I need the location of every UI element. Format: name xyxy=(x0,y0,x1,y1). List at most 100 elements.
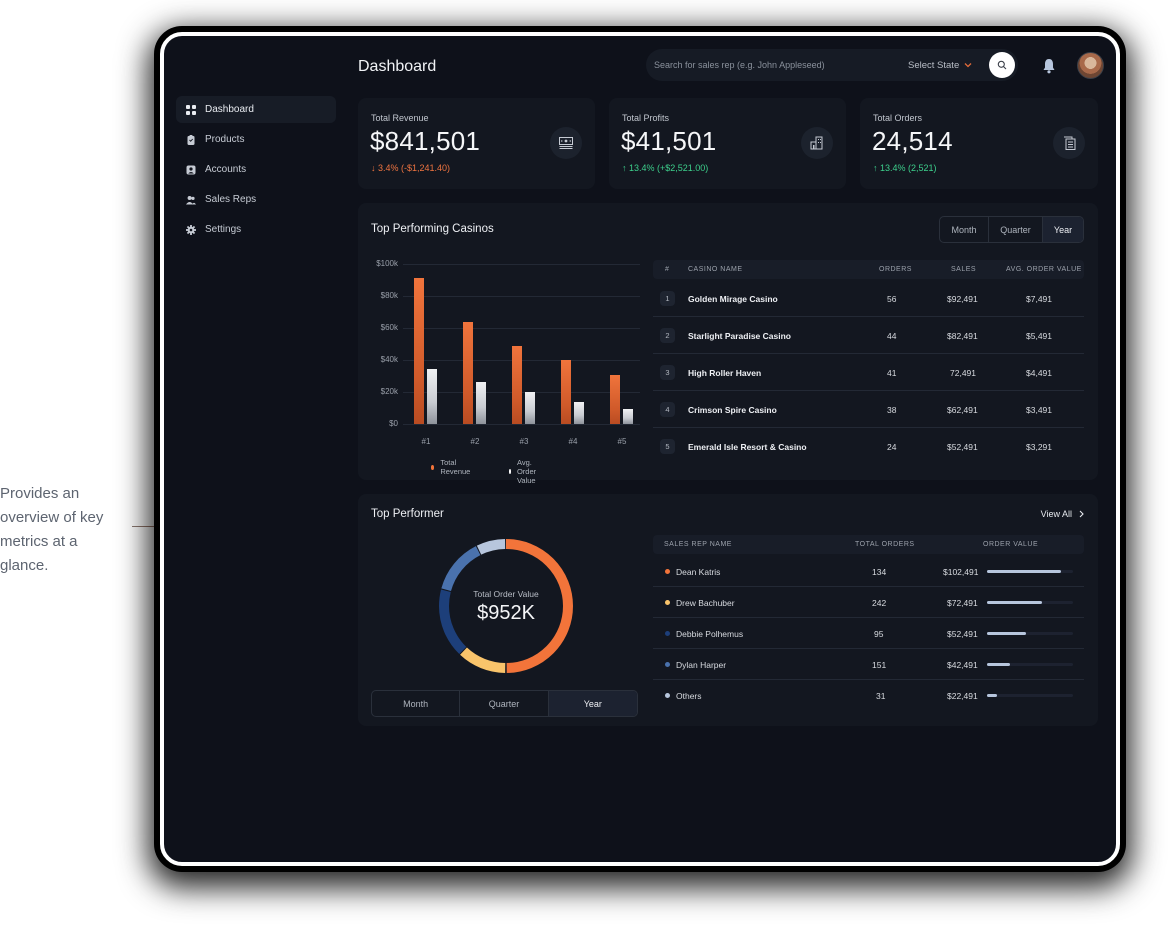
rep-color-dot xyxy=(665,662,670,667)
order-value-progress xyxy=(987,570,1073,573)
state-select-label: Select State xyxy=(908,59,960,71)
gridline xyxy=(403,264,640,265)
period-year[interactable]: Year xyxy=(548,691,637,716)
table-row[interactable]: 3 High Roller Haven 41 72,491 $4,491 xyxy=(653,354,1084,391)
y-tick: $20k xyxy=(380,387,398,396)
y-tick: $100k xyxy=(376,259,398,268)
col-rank: # xyxy=(665,266,670,273)
table-row[interactable]: Others 31 $22,491 xyxy=(653,680,1084,711)
col-rep-name: SALES REP NAME xyxy=(664,541,732,548)
rep-value: $42,491 xyxy=(947,660,978,670)
table-row[interactable]: Debbie Polhemus 95 $52,491 xyxy=(653,618,1084,649)
period-month[interactable]: Month xyxy=(940,217,989,242)
bar-avg-5 xyxy=(623,409,633,424)
table-row[interactable]: 1 Golden Mirage Casino 56 $92,491 $7,491 xyxy=(653,280,1084,317)
period-month[interactable]: Month xyxy=(372,691,461,716)
casino-table-header: # CASINO NAME ORDERS SALES AVG. ORDER VA… xyxy=(653,260,1084,279)
rep-color-dot xyxy=(665,569,670,574)
order-value-progress xyxy=(987,632,1073,635)
sidebar-item-settings[interactable]: Settings xyxy=(176,216,336,243)
top-casinos-panel: Top Performing Casinos Month Quarter Yea… xyxy=(358,203,1098,485)
legend-item-avg-order: Avg. Order Value xyxy=(509,458,539,485)
sidebar-item-label: Accounts xyxy=(205,164,247,175)
table-row[interactable]: Dean Katris 134 $102,491 xyxy=(653,556,1084,587)
view-all-link[interactable]: View All xyxy=(1041,509,1084,519)
kpi-value: $841,501 xyxy=(370,126,481,156)
sidebar-item-accounts[interactable]: Accounts xyxy=(176,156,336,183)
rep-orders: 95 xyxy=(874,629,884,639)
view-all-label: View All xyxy=(1040,509,1072,519)
sidebar-item-label: Dashboard xyxy=(205,104,254,115)
col-sales: SALES xyxy=(951,266,977,273)
casino-name: Crimson Spire Casino xyxy=(688,405,777,415)
kpi-delta: ↑ 13.4% (2,521) xyxy=(873,163,937,173)
avg-order: $7,491 xyxy=(1026,294,1052,304)
section-title: Top Performing Casinos xyxy=(371,223,494,235)
casino-name: Starlight Paradise Casino xyxy=(688,331,791,341)
table-row[interactable]: Drew Bachuber 242 $72,491 xyxy=(653,587,1084,618)
col-orders: ORDERS xyxy=(879,266,912,273)
table-row[interactable]: Dylan Harper 151 $42,491 xyxy=(653,649,1084,680)
y-tick: $0 xyxy=(389,419,398,428)
sidebar-item-sales-reps[interactable]: Sales Reps xyxy=(176,186,336,213)
bar-revenue-1 xyxy=(414,278,424,424)
donut-center-label: Total Order Value xyxy=(473,589,539,599)
state-select[interactable]: Select State xyxy=(908,49,972,81)
sales-rep-table-header: SALES REP NAME TOTAL ORDERS ORDER VALUE xyxy=(653,535,1084,554)
building-icon xyxy=(801,127,833,159)
rep-color-dot xyxy=(665,693,670,698)
order-value-progress xyxy=(987,663,1073,666)
rep-name: Dean Katris xyxy=(676,567,721,577)
rep-value: $102,491 xyxy=(943,567,979,577)
rep-value: $72,491 xyxy=(947,598,978,608)
sidebar-item-label: Products xyxy=(205,134,245,145)
bar-avg-2 xyxy=(476,382,486,424)
page-title: Dashboard xyxy=(358,58,437,75)
table-row[interactable]: 5 Emerald Isle Resort & Casino 24 $52,49… xyxy=(653,428,1084,465)
sales: $82,491 xyxy=(947,331,978,341)
table-row[interactable]: 2 Starlight Paradise Casino 44 $82,491 $… xyxy=(653,317,1084,354)
rep-color-dot xyxy=(665,600,670,605)
legend-item-revenue: Total Revenue xyxy=(431,458,472,476)
avg-order: $3,291 xyxy=(1026,442,1052,452)
rep-value: $22,491 xyxy=(947,691,978,701)
sidebar-item-products[interactable]: Products xyxy=(176,126,336,153)
rep-value: $52,491 xyxy=(947,629,978,639)
kpi-label: Total Revenue xyxy=(371,113,429,123)
kpi-value: $41,501 xyxy=(621,126,717,156)
avg-order: $4,491 xyxy=(1026,368,1052,378)
avatar[interactable] xyxy=(1077,52,1104,79)
rep-name: Dylan Harper xyxy=(676,660,727,670)
account-icon xyxy=(186,165,196,175)
x-tick: #2 xyxy=(470,437,480,446)
sales: $92,491 xyxy=(947,294,978,304)
bar-avg-3 xyxy=(525,392,535,424)
rank-badge: 2 xyxy=(660,328,675,343)
search-input[interactable] xyxy=(654,49,894,81)
search-icon xyxy=(997,60,1007,70)
kpi-card-orders: Total Orders 24,514 ↑ 13.4% (2,521) xyxy=(860,98,1098,189)
order-value-progress xyxy=(987,601,1073,604)
bell-icon xyxy=(1043,59,1055,74)
col-casino-name: CASINO NAME xyxy=(688,266,743,273)
search-button[interactable] xyxy=(989,52,1015,78)
bar-avg-1 xyxy=(427,369,437,424)
notifications-button[interactable] xyxy=(1042,58,1056,74)
rank-badge: 5 xyxy=(660,439,675,454)
order-value-progress xyxy=(987,694,1073,697)
period-year[interactable]: Year xyxy=(1043,217,1083,242)
table-row[interactable]: 4 Crimson Spire Casino 38 $62,491 $3,491 xyxy=(653,391,1084,428)
period-quarter[interactable]: Quarter xyxy=(989,217,1043,242)
rank-badge: 3 xyxy=(660,365,675,380)
casino-name: High Roller Haven xyxy=(688,368,762,378)
legend-label: Avg. Order Value xyxy=(516,458,537,485)
gridline xyxy=(403,328,640,329)
kpi-label: Total Profits xyxy=(622,113,670,123)
casino-name: Emerald Isle Resort & Casino xyxy=(688,442,807,452)
kpi-card-revenue: Total Revenue $841,501 ↓ 3.4% (-$1,241.4… xyxy=(358,98,595,189)
bar-revenue-4 xyxy=(561,360,571,424)
kpi-value: 24,514 xyxy=(872,126,953,156)
sidebar-item-dashboard[interactable]: Dashboard xyxy=(176,96,336,123)
period-quarter[interactable]: Quarter xyxy=(460,691,549,716)
section-title: Top Performer xyxy=(371,508,444,520)
